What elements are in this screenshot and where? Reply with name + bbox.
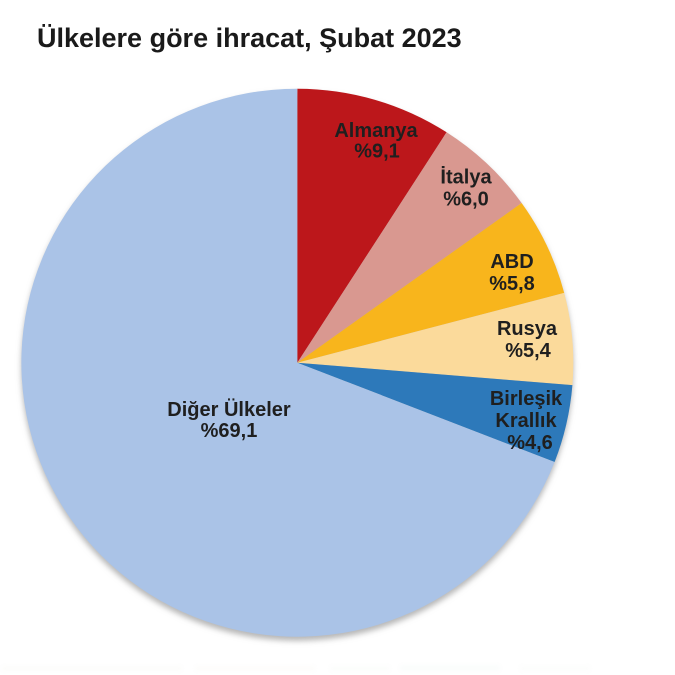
svg-text:Rusya: Rusya: [497, 318, 558, 340]
svg-text:%5,8: %5,8: [489, 273, 535, 295]
svg-text:ABD: ABD: [490, 251, 533, 273]
svg-text:Krallık: Krallık: [495, 410, 557, 432]
svg-text:Almanya: Almanya: [334, 120, 418, 142]
svg-text:Diğer Ülkeler: Diğer Ülkeler: [167, 398, 291, 421]
svg-text:%4,6: %4,6: [507, 432, 553, 454]
svg-text:İtalya: İtalya: [440, 166, 492, 189]
svg-text:%5,4: %5,4: [505, 340, 551, 362]
svg-text:%69,1: %69,1: [201, 420, 258, 442]
svg-text:%9,1: %9,1: [354, 141, 400, 163]
svg-text:Birleşik: Birleşik: [490, 388, 563, 410]
svg-text:%6,0: %6,0: [443, 189, 489, 211]
